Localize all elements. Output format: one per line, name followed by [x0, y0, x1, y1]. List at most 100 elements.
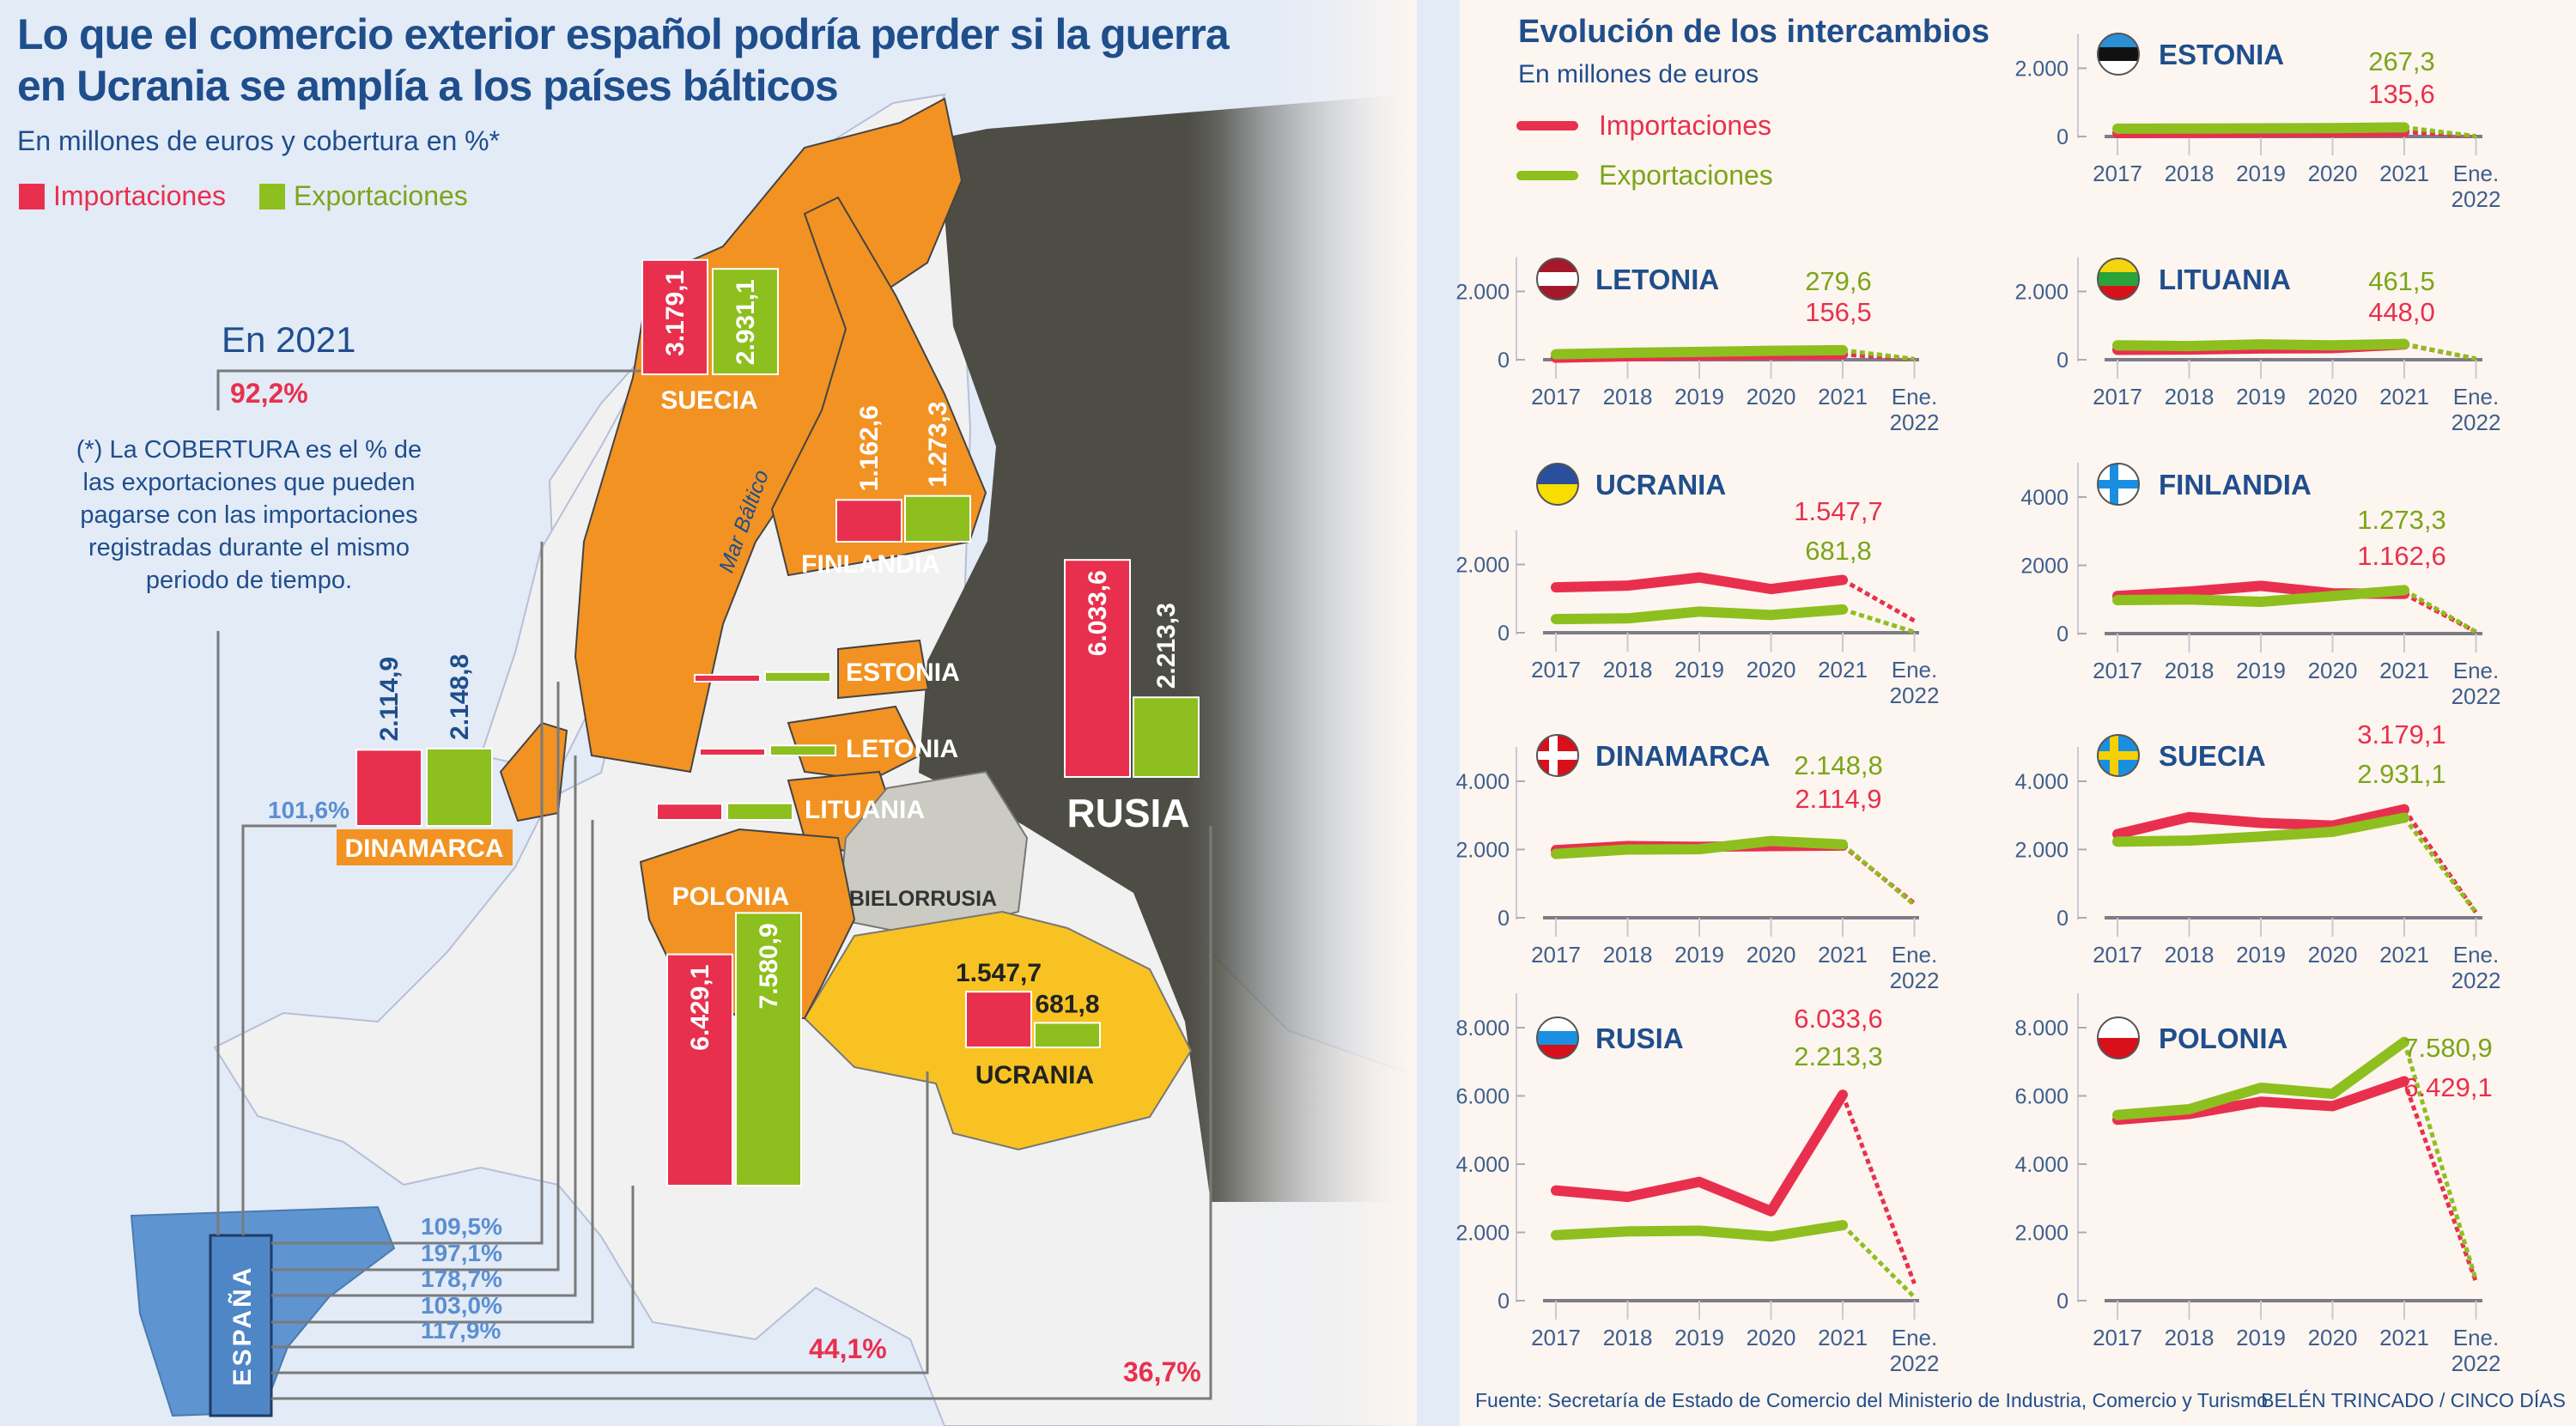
exports-swatch [259, 183, 285, 209]
x-tick-label: 2018 [1603, 384, 1653, 410]
x-tick-label: 2019 [1674, 657, 1724, 683]
suecia-exports-projection [2403, 816, 2478, 914]
x-tick-label: Ene. 2022 [2451, 658, 2501, 709]
estonia-imports-2021-label: 135,6 [2368, 79, 2435, 109]
rusia-chart-title: RUSIA [1595, 1022, 1684, 1054]
denmark-flag-icon [1536, 734, 1579, 777]
y-tick-label: 2.000 [1455, 839, 1510, 863]
estonia-map-label: ESTONIA [846, 658, 960, 687]
dinamarca-chart-title: DINAMARCA [1595, 740, 1770, 772]
coverage-russia: 36,7% [1123, 1356, 1201, 1387]
x-tick-label: 2018 [1603, 1325, 1653, 1350]
finlandia-imports-line [2112, 580, 2409, 602]
lituania-imports-2021-label: 448,0 [2368, 297, 2435, 327]
rusia-exports-value: 2.213,3 [1152, 603, 1181, 689]
ucrania-map-label: UCRANIA [975, 1061, 1094, 1089]
ucrania-imports-2021-label: 1.547,7 [1794, 496, 1882, 526]
coverage-denmark: 101,6% [268, 797, 349, 823]
suecia-imports-line [2112, 804, 2409, 840]
finlandia-imports-projection [2403, 592, 2477, 634]
x-tick-label: 2019 [1674, 384, 1724, 410]
imports-line-swatch [1516, 121, 1578, 130]
x-tick-label: 2021 [2379, 942, 2429, 968]
x-tick-label: 2020 [2308, 942, 2358, 968]
ucrania-exports-projection [1842, 607, 1916, 634]
chart-finlandia: 0 2000 4000 2017 2018 2019 2020 2021 Ene. 2022 FIN… [2020, 463, 2500, 709]
title-line-1: Lo que el comercio exterior español podr… [17, 10, 1230, 58]
x-tick-label: Ene. 2022 [2451, 1325, 2501, 1376]
ucrania-imports-line [1551, 572, 1848, 595]
y-tick-label: 4.000 [2014, 770, 2069, 794]
suecia-imports-bar [641, 258, 708, 375]
coverage-estonia: 197,1% [421, 1240, 502, 1266]
letonia-imports-line [1551, 349, 1848, 363]
dinamarca-imports-value: 2.114,9 [375, 657, 404, 741]
y-tick-label: 0 [2057, 907, 2069, 931]
x-tick-label: 2020 [1747, 384, 1796, 410]
suecia-imports-2021-label: 3.179,1 [2357, 719, 2445, 749]
polonia-exports-line [2112, 1036, 2409, 1120]
y-tick-label: 4.000 [1455, 770, 1510, 794]
estonia-exports-line [2112, 122, 2409, 134]
page-title: Lo que el comercio exterior español podr… [17, 9, 1230, 112]
x-tick-label: 2021 [1818, 1325, 1868, 1350]
connector-lines [216, 369, 1212, 1400]
x-tick-label: 2019 [2236, 658, 2286, 683]
finlandia-exports-projection [2403, 588, 2477, 634]
latvia [787, 705, 921, 782]
letonia-exports-2021-label: 279,6 [1805, 266, 1872, 296]
x-tick-label: 2017 [2093, 1325, 2142, 1350]
estonia-imports-bar [694, 674, 761, 683]
denmark-label-box [337, 829, 513, 865]
chart-dinamarca: 0 2.000 4.000 2017 2018 2019 2020 2021 Ene. 2022 D… [1455, 734, 1939, 993]
y-tick-label: 2.000 [1455, 554, 1510, 578]
chart-ucrania: 0 2.000 2017 2018 2019 2020 2021 Ene. 2022 UCRANI… [1455, 463, 1939, 708]
x-tick-label: 2021 [1818, 384, 1868, 410]
finlandia-exports-line [2112, 585, 2409, 608]
rusia-exports-projection [1841, 1223, 1917, 1299]
dinamarca-map-label: DINAMARCA [345, 834, 504, 863]
suecia-exports-2021-label: 2.931,1 [2357, 759, 2445, 789]
suecia-chart-title: SUECIA [2159, 740, 2266, 772]
finlandia-map-label: FINLANDIA [801, 550, 940, 579]
coverage-ukraine: 44,1% [809, 1333, 887, 1364]
panel-legend-exports-label: Exportaciones [1599, 160, 1773, 191]
source-note: Fuente: Secretaría de Estado de Comercio… [1475, 1389, 2268, 1411]
polonia-exports-value: 7.580,9 [755, 923, 783, 1009]
y-tick-label: 4.000 [2014, 1153, 2069, 1177]
dinamarca-exports-2021-label: 2.148,8 [1794, 750, 1882, 780]
finlandia-imports-value: 1.162,6 [855, 405, 884, 491]
ukraine-flag-icon [1536, 463, 1579, 506]
x-tick-label: 2020 [2308, 1325, 2358, 1350]
x-tick-label: 2020 [2308, 161, 2358, 186]
finlandia-exports-value: 1.273,3 [924, 402, 952, 488]
coverage-lithuania: 103,0% [421, 1292, 502, 1319]
year-label: En 2021 [222, 319, 356, 360]
lituania-map-label: LITUANIA [805, 796, 925, 824]
x-tick-label: 2017 [2093, 942, 2142, 968]
x-tick-label: 2017 [1531, 657, 1581, 683]
x-tick-label: Ene. 2022 [1890, 1325, 1940, 1376]
latvia-flag-icon [1536, 258, 1579, 300]
lituania-exports-line [2112, 338, 2409, 352]
chart-rusia: 0 2.000 4.000 6.000 8.000 2017 2018 2019 2020 202… [1455, 993, 1939, 1376]
x-tick-label: 2020 [1747, 942, 1796, 968]
rusia-imports-bar [1064, 559, 1131, 778]
ucrania-chart-title: UCRANIA [1595, 469, 1726, 501]
estonia-imports-line [2112, 126, 2409, 139]
lituania-exports-bar [726, 802, 793, 821]
rusia-exports-2021-label: 2.213,3 [1794, 1041, 1882, 1071]
rusia-imports-projection [1840, 1094, 1917, 1285]
letonia-map-label: LETONIA [846, 735, 958, 763]
x-tick-label: 2020 [2308, 384, 2358, 410]
rusia-imports-value: 6.033,6 [1084, 570, 1112, 656]
x-tick-label: 2020 [1747, 1325, 1796, 1350]
lituania-exports-2021-label: 461,5 [2368, 266, 2435, 296]
finland-flag-icon [2097, 463, 2140, 506]
europe-map: Mar Báltico ESPAÑA BIELORRUSIA 3.179,1 2.… [0, 0, 1460, 1426]
x-tick-label: 2017 [2093, 658, 2142, 683]
y-tick-label: 0 [2057, 349, 2069, 373]
lithuania-flag-icon [2097, 258, 2140, 300]
x-tick-label: Ene. 2022 [1890, 384, 1940, 435]
estonia-exports-2021-label: 267,3 [2368, 46, 2435, 76]
